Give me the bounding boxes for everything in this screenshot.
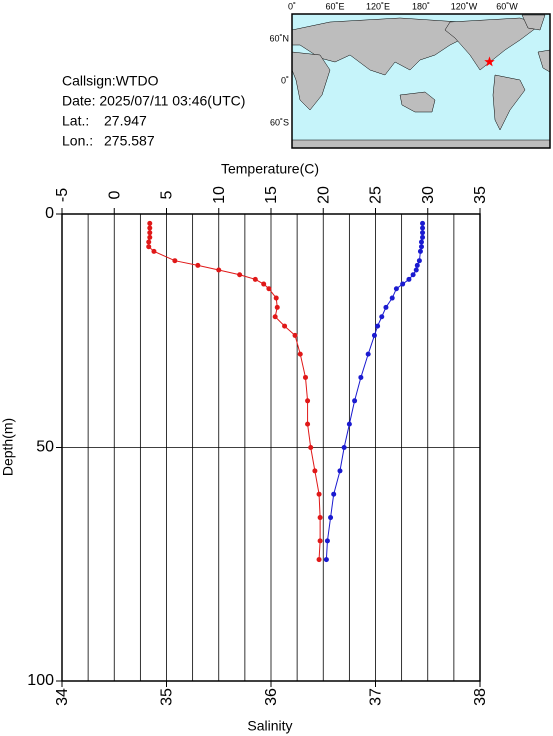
- info: Callsign:WTDO Date: 2025/07/11 03:46(UTC…: [62, 73, 245, 149]
- x-tick-label: 34: [54, 688, 71, 706]
- profile-point: [410, 272, 416, 278]
- map-lat-label: 60˚N: [269, 33, 289, 43]
- map-inset: 0˚ 60˚E 120˚E 180˚ 120˚W 60˚W 60˚N 0˚ 60˚S: [269, 1, 551, 149]
- x2-tick-label: -5: [54, 188, 71, 202]
- x2-tick-label: 5: [159, 190, 176, 199]
- profile-point: [312, 468, 318, 474]
- profile-point: [252, 276, 258, 282]
- profile-point: [341, 445, 347, 450]
- station-marker: [484, 56, 495, 67]
- profile-point: [266, 286, 272, 292]
- x2-tick-label: 10: [211, 186, 228, 204]
- profile-point: [146, 239, 152, 245]
- profile-point: [146, 244, 152, 250]
- x-axis-label: Salinity: [247, 718, 292, 734]
- y-axis-label: Depth(m): [0, 418, 16, 476]
- profile-point: [328, 515, 334, 521]
- profile-point: [147, 230, 153, 236]
- profile-point: [308, 445, 314, 450]
- profile-point: [305, 421, 311, 427]
- profile-point: [195, 262, 201, 268]
- x2-axis-label: Temperature(C): [221, 161, 319, 177]
- profile-point: [147, 225, 153, 231]
- profile-point: [420, 220, 426, 226]
- profile-point: [352, 398, 358, 404]
- x2-tick-label: 35: [472, 186, 489, 204]
- map-frame: [291, 13, 551, 149]
- callsign: Callsign:WTDO: [62, 73, 159, 89]
- profile-point: [416, 258, 422, 264]
- x-tick-label: 36: [263, 688, 280, 706]
- profile-point: [147, 220, 153, 226]
- profile-point: [337, 468, 343, 474]
- profile-point: [305, 398, 311, 404]
- x2-tick-label: 15: [263, 186, 280, 204]
- profile-point: [292, 332, 298, 338]
- profile-point: [389, 295, 395, 301]
- profile-point: [418, 239, 424, 245]
- lat-label: Lat.:: [62, 113, 89, 129]
- map-lon-label: 120˚E: [366, 1, 390, 11]
- x-tick-label: 37: [368, 688, 385, 706]
- x2-tick-label: 30: [420, 186, 437, 204]
- profile-point: [216, 267, 222, 273]
- map-lat-label: 0˚: [281, 75, 289, 85]
- profile-point: [346, 421, 352, 427]
- map-lon-label: 60˚E: [325, 1, 344, 11]
- profile-point: [282, 323, 288, 329]
- profile-point: [274, 304, 280, 310]
- map-lon-label: 120˚W: [451, 1, 478, 11]
- profile-point: [273, 295, 279, 301]
- x2-tick-label: 25: [368, 186, 385, 204]
- profile-point: [417, 248, 423, 254]
- profile-point: [172, 258, 178, 264]
- profile-point: [331, 491, 337, 497]
- x-tick-label: 38: [472, 688, 489, 706]
- lon: 275.587: [104, 133, 155, 149]
- x2-tick-label: 20: [315, 186, 332, 204]
- y-tick-label: 0: [45, 205, 54, 222]
- profile-point: [418, 244, 424, 250]
- profile-point: [317, 515, 323, 521]
- date: Date: 2025/07/11 03:46(UTC): [62, 93, 245, 109]
- profile-point: [383, 304, 389, 310]
- x-tick-label: 35: [159, 688, 176, 706]
- profile-point: [420, 225, 426, 231]
- map-lon-label: 180˚: [412, 1, 430, 11]
- profile-point: [365, 351, 371, 357]
- y-tick-label: 50: [36, 439, 54, 456]
- profile-point: [413, 267, 419, 273]
- lon-label: Lon.:: [62, 133, 93, 149]
- profile-point: [324, 538, 330, 544]
- y-tick-label: 100: [27, 672, 54, 689]
- map-lat-label: 60˚S: [270, 117, 289, 127]
- lat: 27.947: [104, 113, 147, 129]
- profile-point: [375, 323, 381, 329]
- profile-point: [297, 351, 303, 357]
- profile-point: [393, 286, 399, 292]
- land: [291, 14, 551, 149]
- profile-point: [371, 332, 377, 338]
- profile-point: [272, 314, 278, 320]
- map-lon-label: 60˚W: [496, 1, 518, 11]
- profile-point: [420, 230, 426, 236]
- profile-point: [302, 374, 308, 380]
- profile-point: [358, 374, 364, 380]
- profile-point: [151, 248, 157, 254]
- profile-point: [406, 276, 412, 282]
- profile-point: [379, 314, 385, 320]
- profile-point: [147, 234, 153, 240]
- profile-point: [317, 538, 323, 544]
- x2-tick-label: 0: [106, 190, 123, 199]
- profile-point: [316, 557, 322, 563]
- profile-point: [323, 557, 329, 563]
- profile-point: [261, 281, 267, 287]
- map-lon-label: 0˚: [288, 1, 296, 11]
- profile-point: [414, 262, 420, 268]
- profile-point: [400, 281, 406, 287]
- profile-point: [316, 491, 322, 497]
- profile-point: [237, 272, 243, 278]
- profile-point: [420, 234, 426, 240]
